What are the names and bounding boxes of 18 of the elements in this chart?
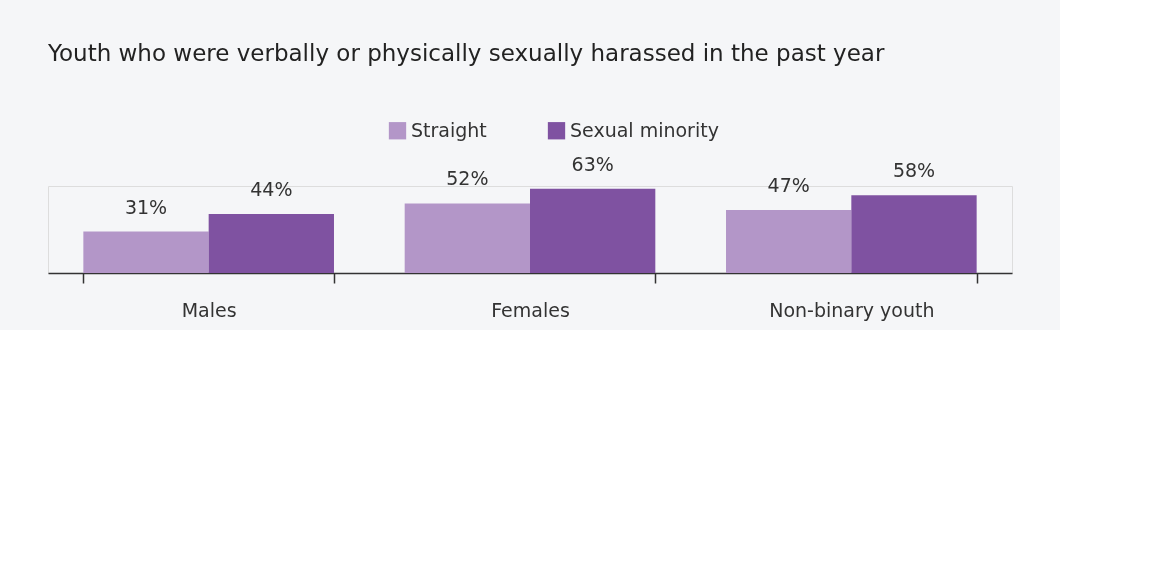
chart-title: Youth who were verbally or physically sexually harassed in the past year: [47, 39, 885, 66]
x-tick-label: Males: [181, 298, 237, 321]
data-label: 58%: [892, 159, 936, 182]
bar: [851, 195, 977, 273]
data-label: 44%: [250, 178, 293, 201]
bar: [404, 203, 530, 273]
x-tick-label: Non-binary youth: [769, 298, 935, 321]
legend-label: Straight: [411, 118, 487, 141]
data-label: 31%: [124, 195, 168, 218]
bar: [530, 188, 656, 273]
bar: [208, 214, 334, 273]
x-tick-label: Females: [491, 298, 570, 321]
data-label: 52%: [446, 167, 489, 190]
bar: [83, 231, 209, 273]
legend-label: Sexual minority: [570, 118, 719, 141]
bar: [726, 210, 852, 273]
data-label: 47%: [767, 174, 810, 197]
data-label: 63%: [571, 152, 614, 175]
